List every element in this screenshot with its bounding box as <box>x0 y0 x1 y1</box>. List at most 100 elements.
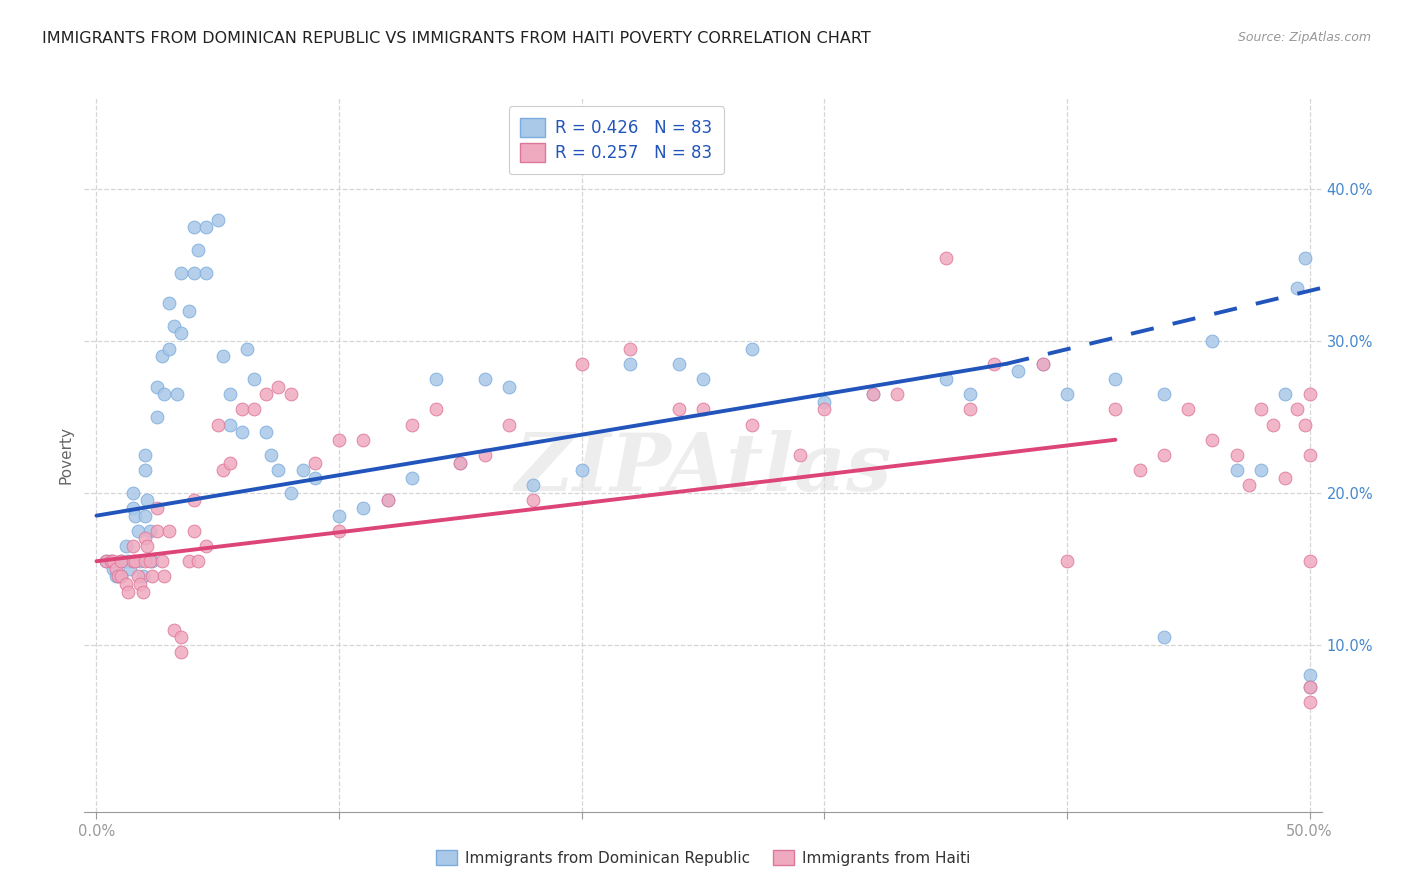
Point <box>207 417 229 432</box>
Point <box>741 417 763 432</box>
Point <box>983 357 1005 371</box>
Point <box>1226 448 1249 462</box>
Point <box>134 463 156 477</box>
Point <box>498 417 520 432</box>
Point <box>668 402 690 417</box>
Point <box>157 296 180 310</box>
Point <box>789 448 811 462</box>
Point <box>280 387 302 401</box>
Point <box>183 524 205 538</box>
Point <box>571 463 593 477</box>
Point <box>139 524 162 538</box>
Point <box>150 349 173 363</box>
Point <box>1298 554 1320 568</box>
Point <box>129 554 152 568</box>
Point <box>134 448 156 462</box>
Point <box>110 554 132 568</box>
Point <box>219 387 242 401</box>
Point <box>131 584 153 599</box>
Point <box>103 562 125 576</box>
Point <box>136 493 159 508</box>
Point <box>304 471 326 485</box>
Point <box>131 569 153 583</box>
Point <box>1250 463 1272 477</box>
Point <box>1298 668 1320 682</box>
Point <box>243 402 266 417</box>
Point <box>1032 357 1054 371</box>
Point <box>1153 630 1175 644</box>
Point <box>103 554 125 568</box>
Point <box>328 524 350 538</box>
Point <box>96 554 118 568</box>
Point <box>862 387 884 401</box>
Point <box>1274 387 1296 401</box>
Point <box>211 349 233 363</box>
Point <box>1286 281 1309 295</box>
Point <box>449 456 471 470</box>
Point <box>211 463 233 477</box>
Point <box>862 387 884 401</box>
Point <box>692 372 714 386</box>
Point <box>153 387 176 401</box>
Point <box>127 569 149 583</box>
Point <box>153 569 176 583</box>
Point <box>401 471 423 485</box>
Point <box>114 539 136 553</box>
Point <box>1226 463 1249 477</box>
Point <box>813 402 835 417</box>
Legend: Immigrants from Dominican Republic, Immigrants from Haiti: Immigrants from Dominican Republic, Immi… <box>430 844 976 871</box>
Point <box>122 554 145 568</box>
Point <box>328 433 350 447</box>
Point <box>166 387 188 401</box>
Point <box>104 562 127 576</box>
Text: Source: ZipAtlas.com: Source: ZipAtlas.com <box>1237 31 1371 45</box>
Point <box>163 318 186 333</box>
Point <box>177 303 200 318</box>
Point <box>141 554 163 568</box>
Point <box>110 554 132 568</box>
Point <box>117 554 139 568</box>
Point <box>107 569 129 583</box>
Point <box>1153 387 1175 401</box>
Point <box>219 417 242 432</box>
Point <box>1104 372 1126 386</box>
Point <box>254 425 277 439</box>
Point <box>177 554 200 568</box>
Point <box>134 532 156 546</box>
Point <box>170 630 193 644</box>
Point <box>163 623 186 637</box>
Point <box>571 357 593 371</box>
Text: IMMIGRANTS FROM DOMINICAN REPUBLIC VS IMMIGRANTS FROM HAITI POVERTY CORRELATION : IMMIGRANTS FROM DOMINICAN REPUBLIC VS IM… <box>42 31 870 46</box>
Point <box>1294 251 1316 265</box>
Point <box>425 372 447 386</box>
Point <box>157 342 180 356</box>
Point <box>959 402 981 417</box>
Point <box>157 524 180 538</box>
Point <box>1201 334 1223 348</box>
Point <box>1056 387 1078 401</box>
Point <box>1177 402 1199 417</box>
Point <box>377 493 399 508</box>
Point <box>522 478 544 492</box>
Point <box>100 554 122 568</box>
Point <box>692 402 714 417</box>
Point <box>120 562 142 576</box>
Point <box>122 539 145 553</box>
Point <box>187 243 209 257</box>
Point <box>522 493 544 508</box>
Point <box>377 493 399 508</box>
Point <box>1286 402 1309 417</box>
Point <box>304 456 326 470</box>
Point <box>170 645 193 659</box>
Point <box>1153 448 1175 462</box>
Point <box>352 501 374 516</box>
Point <box>124 554 146 568</box>
Point <box>96 554 118 568</box>
Point <box>935 251 957 265</box>
Point <box>194 266 217 280</box>
Point <box>267 463 290 477</box>
Point <box>1298 448 1320 462</box>
Point <box>150 554 173 568</box>
Point <box>328 508 350 523</box>
Point <box>141 569 163 583</box>
